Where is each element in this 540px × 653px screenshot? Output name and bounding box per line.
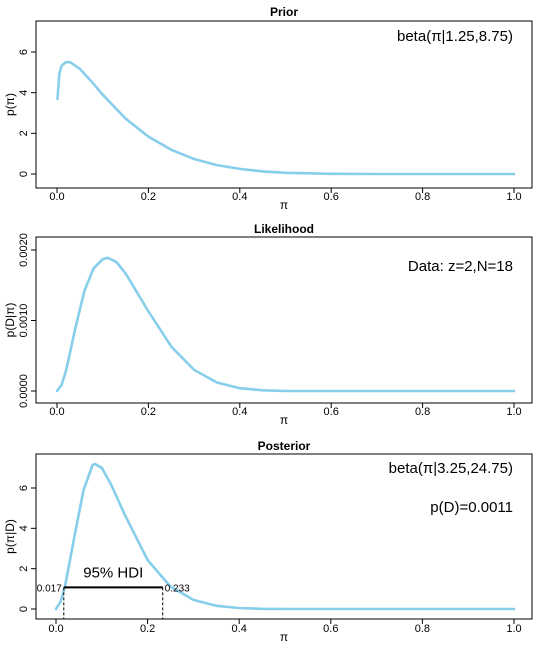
x-tick-label: 0.2	[141, 406, 156, 418]
y-axis-label: p(π)	[3, 93, 17, 116]
x-tick-label: 0.2	[141, 191, 156, 203]
density-curve	[55, 256, 516, 393]
annotation-label: beta(π|3.25,24.75)	[389, 460, 513, 477]
x-tick-label: 0.8	[415, 191, 430, 203]
panel-title: Likelihood	[254, 222, 314, 236]
x-tick-label: 0.4	[232, 191, 247, 203]
y-axis-label: p(π|D)	[3, 519, 17, 554]
x-tick-label: 0.4	[232, 623, 247, 635]
y-tick-label: 2	[18, 130, 30, 136]
annotation-label: Data: z=2,N=18	[408, 258, 513, 275]
annotation-label: beta(π|1.25,8.75)	[397, 28, 513, 45]
annotation-label: p(D)=0.0011	[430, 499, 513, 516]
y-tick-label: 0.0020	[18, 233, 30, 267]
y-tick-label: 0	[18, 171, 30, 177]
hdi-high-label: 0.233	[165, 583, 190, 594]
y-axis-label: p(D|π)	[3, 303, 17, 338]
x-tick-label: 0.8	[415, 406, 430, 418]
plot-frame	[35, 20, 533, 189]
y-tick-label: 4	[18, 90, 30, 96]
x-tick-label: 1.0	[506, 623, 521, 635]
x-tick-label: 0.0	[48, 623, 63, 635]
y-tick-label: 0.0000	[18, 374, 30, 408]
panel-title: Prior	[270, 5, 298, 19]
x-axis-label: π	[280, 413, 288, 427]
x-tick-label: 0.2	[140, 623, 155, 635]
y-tick-label: 6	[18, 49, 30, 55]
panel-posterior: Posterior 0.0 0.2 0.4 0.6 0.8 1.0 π 0 2 4 6 p(π|D) be…	[3, 439, 533, 644]
hdi-label: 95% HDI	[83, 564, 143, 581]
x-tick-label: 0.6	[324, 191, 339, 203]
y-tick-label: 2	[18, 566, 30, 572]
plot-frame	[35, 453, 533, 620]
density-curve	[54, 462, 516, 611]
x-tick-label: 0.8	[415, 623, 430, 635]
density-curve	[56, 60, 516, 176]
panel-prior: Prior 0.0 0.2 0.4 0.6 0.8 1.0 π 0 2 4 6 p(π) beta(π|1…	[3, 5, 533, 212]
x-tick-label: 1.0	[506, 191, 521, 203]
x-axis-label: π	[280, 198, 288, 212]
y-tick-label: 6	[18, 485, 30, 491]
x-tick-label: 0.0	[49, 406, 64, 418]
panel-title: Posterior	[258, 439, 311, 453]
hdi-low-label: 0.017	[37, 583, 62, 594]
x-tick-label: 1.0	[506, 406, 521, 418]
x-tick-label: 0.0	[49, 191, 64, 203]
x-tick-label: 0.6	[323, 623, 338, 635]
y-tick-label: 0.0010	[18, 304, 30, 338]
y-tick-label: 4	[18, 525, 30, 531]
panel-likelihood: Likelihood 0.0 0.2 0.4 0.6 0.8 1.0 π 0.0000 0.001…	[3, 222, 533, 427]
x-axis-label: π	[280, 630, 288, 644]
y-tick-label: 0	[18, 606, 30, 612]
x-tick-label: 0.6	[324, 406, 339, 418]
x-tick-label: 0.4	[232, 406, 247, 418]
